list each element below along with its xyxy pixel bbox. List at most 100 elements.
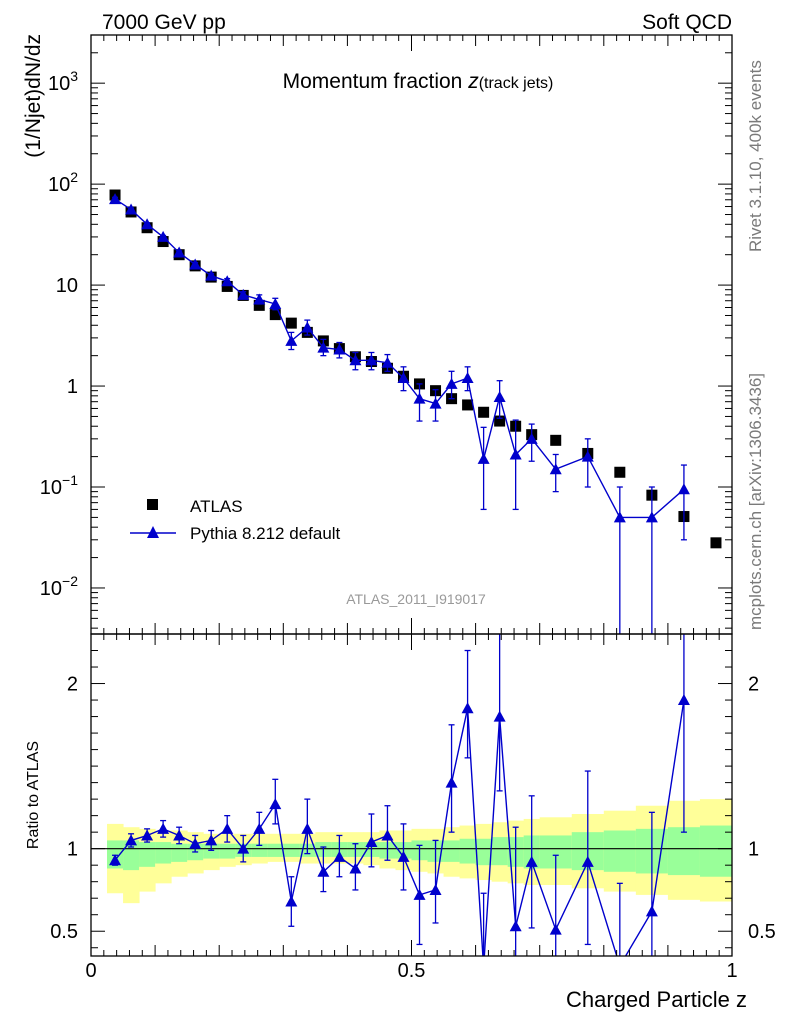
pythia-point <box>429 397 442 409</box>
ratio-band-inner <box>171 843 188 862</box>
ratio-y-tick-label-right: 0.5 <box>748 921 776 943</box>
ratio-point <box>349 862 362 874</box>
main-marks <box>109 189 722 634</box>
ratio-point <box>429 883 442 895</box>
ratio-point <box>461 702 474 714</box>
pythia-point <box>381 356 394 368</box>
legend: ATLAS Pythia 8.212 default <box>130 497 341 543</box>
main-y-tick-label: 10−1 <box>40 472 78 499</box>
main-y-tick-label: 10 <box>56 275 78 297</box>
ratio-y-tick-label-right: 1 <box>748 839 759 861</box>
ratio-panel: 0.5 0.51 12 2 0 0.5 1 Ratio to ATLAS Charged … <box>25 35 776 1012</box>
legend-pythia-label: Pythia 8.212 default <box>190 524 341 543</box>
legend-atlas-label: ATLAS <box>190 497 243 516</box>
main-title: Momentum fraction z(track jets) <box>283 70 554 93</box>
pythia-point <box>221 275 234 287</box>
ratio-y-ticks: 0.5 0.5 1 1 2 2 <box>50 633 776 949</box>
pythia-point <box>525 432 538 444</box>
pythia-point <box>317 341 330 353</box>
ratio-point <box>525 855 538 867</box>
main-y-tick-label: 103 <box>48 68 78 95</box>
ratio-y-tick-label-left: 2 <box>67 674 78 696</box>
ratio-point <box>269 798 282 810</box>
pythia-point <box>549 463 562 475</box>
pythia-point <box>445 377 458 389</box>
pythia-point <box>413 392 426 404</box>
ratio-point <box>157 822 170 834</box>
pythia-point <box>677 483 690 495</box>
ratio-point <box>237 842 250 854</box>
pythia-point <box>141 218 154 230</box>
ratio-band-inner <box>155 842 172 864</box>
atlas-point <box>462 399 474 411</box>
ratio-band-inner <box>203 843 220 859</box>
ratio-point <box>317 865 330 877</box>
pythia-point <box>253 293 266 305</box>
ratio-point <box>125 834 138 846</box>
pythia-point <box>613 511 626 523</box>
header-right: Soft QCD <box>642 11 732 34</box>
pythia-point <box>477 452 490 464</box>
analysis-id: ATLAS_2011_I919017 <box>346 591 486 607</box>
ratio-point <box>493 710 506 722</box>
rivet-label: Rivet 3.1.10, 400k events <box>746 60 765 252</box>
ratio-point <box>285 895 298 907</box>
ratio-band-inner <box>699 825 733 877</box>
atlas-point <box>478 406 490 418</box>
ratio-y-tick-label-left: 1 <box>67 839 78 861</box>
ratio-point <box>445 776 458 788</box>
mcplots-label: mcplots.cern.ch [arXiv:1306.3436] <box>746 373 765 630</box>
ratio-band-inner <box>283 843 300 857</box>
ratio-point <box>645 905 658 917</box>
ratio-band-inner <box>491 837 509 866</box>
main-y-tick-label: 1 <box>67 376 78 398</box>
atlas-point <box>550 434 562 446</box>
ratio-band-inner <box>443 840 461 862</box>
ratio-band-inner <box>219 843 236 859</box>
atlas-point <box>253 299 265 311</box>
ratio-point <box>413 888 426 900</box>
ratio-point <box>333 850 346 862</box>
ratio-point <box>677 694 690 706</box>
ratio-band-inner <box>459 838 477 864</box>
ratio-point <box>581 855 594 867</box>
ratio-point <box>221 822 234 834</box>
pythia-point <box>581 450 594 462</box>
atlas-point <box>285 317 297 329</box>
ratio-point <box>253 822 266 834</box>
pythia-point <box>301 321 314 333</box>
ratio-frame <box>90 633 733 957</box>
ratio-band-inner <box>267 843 284 857</box>
pythia-point <box>189 258 202 270</box>
legend-pythia-marker <box>147 526 159 538</box>
ratio-point <box>509 920 522 932</box>
pythia-point <box>157 230 170 242</box>
ratio-marks <box>109 634 690 956</box>
main-frame <box>90 34 733 635</box>
main-y-label: (1/Njet)dN/dz <box>22 34 45 158</box>
ratio-band-inner <box>251 843 268 857</box>
pythia-point <box>349 354 362 366</box>
ratio-point <box>141 829 154 841</box>
pythia-point <box>173 246 186 258</box>
atlas-point <box>269 309 281 321</box>
pythia-point <box>125 203 138 215</box>
ratio-band-inner <box>123 840 140 871</box>
ratio-y-tick-label-left: 0.5 <box>50 921 78 943</box>
x-tick-label: 0.5 <box>398 960 426 982</box>
main-y-tick-label: 102 <box>48 169 78 196</box>
legend-atlas-marker <box>147 499 158 510</box>
pythia-line <box>114 198 685 519</box>
ratio-point <box>365 836 378 848</box>
x-tick-label: 1 <box>726 960 737 982</box>
atlas-point <box>710 537 722 549</box>
ratio-band-inner <box>475 838 493 866</box>
pythia-point <box>365 354 378 366</box>
x-ticks: 0 0.5 1 <box>85 35 738 982</box>
ratio-y-tick-label-right: 2 <box>748 674 759 696</box>
pythia-point <box>461 372 474 384</box>
ratio-point <box>301 822 314 834</box>
